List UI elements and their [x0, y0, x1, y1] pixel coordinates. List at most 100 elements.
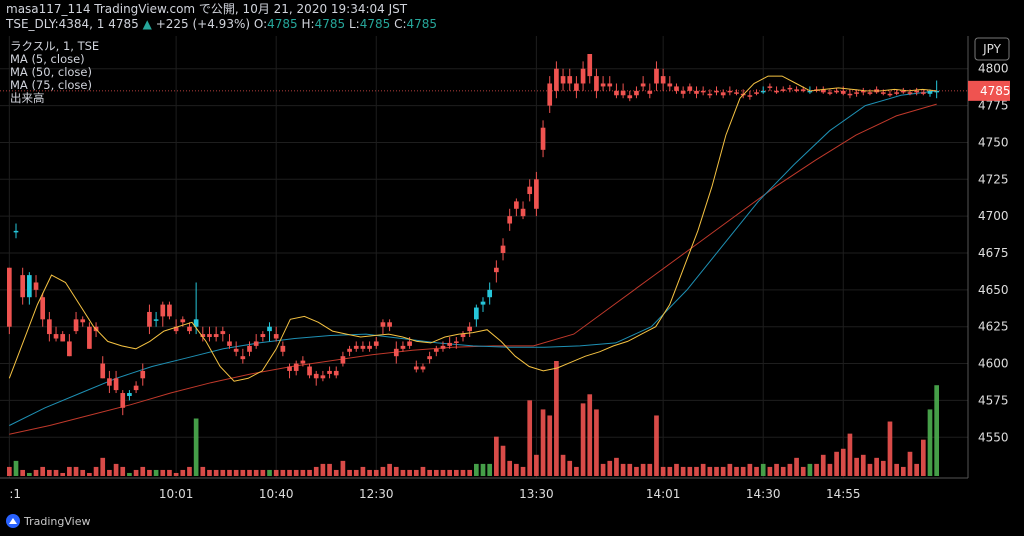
- volume-bar: [147, 469, 152, 476]
- candle-body: [140, 370, 146, 379]
- price-tick-label: 4725: [978, 172, 1009, 186]
- volume-bar: [13, 460, 19, 476]
- volume-bar: [560, 454, 566, 476]
- volume-bar: [787, 463, 793, 476]
- candle-body: [287, 366, 292, 371]
- candle-body: [300, 360, 306, 364]
- candle-body: [760, 90, 766, 93]
- candle-body: [153, 319, 159, 321]
- volume-bar: [253, 469, 259, 476]
- price-tick-label: 4675: [978, 246, 1009, 260]
- candle-body: [507, 216, 513, 224]
- volume-bar: [307, 469, 312, 476]
- last-price-tag: 4785: [968, 80, 1011, 101]
- candle-body: [894, 92, 899, 94]
- price-tick-label: 4775: [978, 99, 1009, 113]
- legend-volume[interactable]: 出来高: [10, 91, 45, 105]
- volume-bar: [507, 460, 513, 476]
- volume-bar: [820, 454, 826, 476]
- volume-bar: [714, 466, 719, 476]
- legend-ma75[interactable]: MA (75, close): [10, 78, 92, 92]
- candle-body: [100, 363, 106, 379]
- volume-bar: [907, 451, 913, 476]
- legend-ma5[interactable]: MA (5, close): [10, 52, 85, 66]
- price-tick-label: 4750: [978, 135, 1009, 149]
- candle-body: [47, 319, 52, 335]
- volume-bar: [427, 469, 432, 476]
- volume-bar: [340, 460, 346, 476]
- volume-bar: [614, 457, 619, 476]
- tradingview-watermark[interactable]: TradingView: [6, 514, 90, 528]
- candle-body: [467, 326, 472, 332]
- volume-bar: [647, 463, 653, 476]
- volume-bar: [267, 469, 272, 476]
- candle-body: [900, 90, 906, 93]
- candle-body: [527, 186, 533, 195]
- indicator-legend[interactable]: ラクスル, 1, TSE MA (5, close) MA (50, close…: [10, 40, 99, 105]
- volume-bar: [93, 466, 99, 476]
- legend-ma50[interactable]: MA (50, close): [10, 65, 92, 79]
- volume-bar: [667, 466, 673, 476]
- change-value: +225 (+4.93%): [155, 17, 251, 31]
- candle-body: [373, 341, 379, 346]
- volume-bar: [860, 454, 866, 476]
- volume-bar: [474, 463, 479, 476]
- time-tick-label: 10:01: [159, 487, 194, 501]
- candle-body: [887, 93, 893, 96]
- volume-bar: [400, 469, 406, 476]
- candle-body: [934, 90, 939, 93]
- price-tick-label: 4625: [978, 320, 1009, 334]
- volume-bar: [167, 469, 172, 476]
- volume-bar: [407, 469, 412, 476]
- volume-bar: [720, 466, 726, 476]
- volume-bar: [20, 469, 26, 476]
- candle-body: [387, 322, 392, 327]
- high-value: 4785: [314, 17, 346, 31]
- symbol-line: TSE_DLY:4384, 1 4785 ▲ +225 (+4.93%) O:4…: [6, 17, 437, 32]
- candle-body: [13, 230, 19, 233]
- volume-bar: [373, 469, 379, 476]
- volume-bar: [554, 361, 559, 476]
- candle-body: [333, 370, 339, 376]
- candle-body: [474, 307, 479, 320]
- price-tick-label: 4650: [978, 283, 1009, 297]
- volume-bar: [854, 457, 859, 476]
- candle-body: [674, 86, 679, 91]
- volume-bar: [213, 469, 219, 476]
- watermark-text: TradingView: [24, 514, 91, 528]
- candle-body: [640, 83, 646, 87]
- candle-body: [413, 366, 419, 370]
- volume-bar: [760, 463, 766, 476]
- time-tick-label: 14:30: [746, 487, 781, 501]
- volume-bar: [807, 463, 813, 476]
- price-axis[interactable]: 4550 4575 4600 4625 4650 4675 4700 4725 4750 4775…: [978, 62, 1009, 445]
- price-tag-bg: [968, 80, 1010, 101]
- price-tick-label: 4550: [978, 430, 1009, 444]
- price-tick-label: 4800: [978, 62, 1009, 76]
- candle-body: [73, 319, 79, 332]
- candle-body: [787, 87, 793, 90]
- volume-bar: [207, 469, 212, 476]
- candles: [7, 54, 939, 416]
- candle-body: [247, 345, 252, 352]
- candle-body: [660, 76, 666, 84]
- volume-bar: [73, 466, 79, 476]
- time-axis[interactable]: :1 10:01 10:40 12:30 13:30 14:01 14:30 14:55: [9, 487, 860, 501]
- candle-body: [534, 179, 539, 209]
- candle-body: [547, 83, 553, 106]
- candle-body: [727, 90, 733, 93]
- volume-bar: [914, 463, 919, 476]
- high-label: H:: [301, 17, 315, 31]
- volume-bar: [767, 466, 773, 476]
- volume-bar: [867, 463, 873, 476]
- volume-bar: [594, 409, 599, 476]
- volume-bar: [133, 469, 139, 476]
- volume-bar: [527, 400, 533, 476]
- legend-symbol[interactable]: ラクスル, 1, TSE: [10, 39, 100, 53]
- candle-body: [367, 345, 372, 349]
- volume-bar: [107, 469, 112, 476]
- candle-body: [27, 275, 32, 298]
- volume-bar: [60, 472, 66, 476]
- volume-bar: [153, 469, 159, 476]
